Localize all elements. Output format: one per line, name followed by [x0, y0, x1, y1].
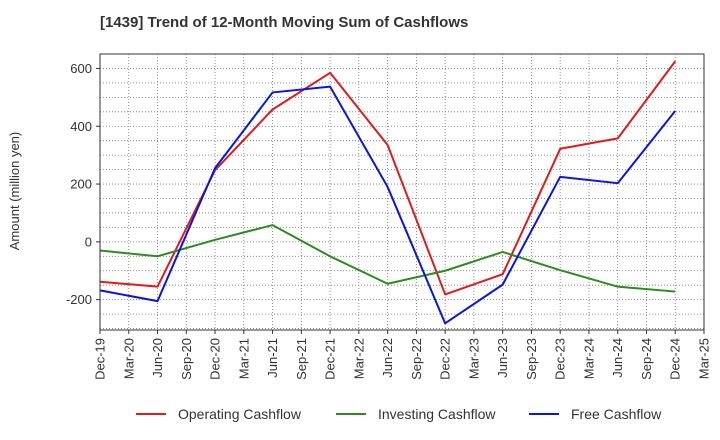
x-tick-label: Dec-24 [668, 338, 683, 380]
series-line-investing-cashflow [99, 224, 676, 293]
series-line-free-cashflow [99, 85, 677, 325]
x-tick-label: Dec-20 [208, 338, 223, 380]
x-tick-label: Jun-21 [265, 338, 280, 378]
grid-layer [99, 53, 705, 330]
series-layer [99, 60, 677, 325]
x-tick-label: Mar-25 [697, 338, 712, 379]
x-tick-label: Jun-23 [495, 338, 510, 378]
y-tick-label: 400 [70, 119, 92, 134]
x-tick-label: Dec-22 [438, 338, 453, 380]
y-axis-label: Amount (million yen) [7, 132, 22, 251]
legend-label-operating-cashflow: Operating Cashflow [178, 406, 302, 422]
y-tick-label: -200 [66, 292, 92, 307]
x-tick-label: Dec-21 [323, 338, 338, 380]
legend: Operating Cashflow Investing Cashflow Free… [136, 406, 662, 422]
series-line-operating-cashflow [99, 60, 677, 296]
x-tick-label: Jun-24 [610, 338, 625, 378]
y-tick-label: 200 [70, 177, 92, 192]
chart-title: [1439] Trend of 12-Month Moving Sum of C… [100, 14, 469, 31]
x-tick-label: Dec-23 [553, 338, 568, 380]
x-tick-label: Mar-22 [351, 338, 366, 379]
plot-frame [99, 53, 705, 331]
x-tick-labels: Dec-19 Mar-20 Jun-20 Sep-20 Dec-20 Mar-21 Jun-… [93, 330, 712, 380]
x-tick-label: Mar-21 [236, 338, 251, 379]
x-tick-label: Jun-20 [150, 338, 165, 378]
x-tick-label: Jun-22 [380, 338, 395, 378]
x-tick-label: Sep-24 [639, 338, 654, 380]
legend-label-investing-cashflow: Investing Cashflow [378, 406, 496, 422]
x-tick-label: Mar-24 [581, 338, 596, 379]
y-tick-label: 600 [70, 61, 92, 76]
legend-label-free-cashflow: Free Cashflow [571, 406, 662, 422]
y-tick-label: 0 [85, 234, 92, 249]
x-tick-label: Sep-22 [409, 338, 424, 380]
y-tick-labels: -200 0 200 400 600 [66, 61, 100, 307]
x-tick-label: Sep-20 [179, 338, 194, 380]
x-tick-label: Mar-23 [466, 338, 481, 379]
x-tick-label: Sep-23 [524, 338, 539, 380]
x-tick-label: Dec-19 [93, 338, 108, 380]
x-tick-label: Sep-21 [294, 338, 309, 380]
x-tick-label: Mar-20 [121, 338, 136, 379]
